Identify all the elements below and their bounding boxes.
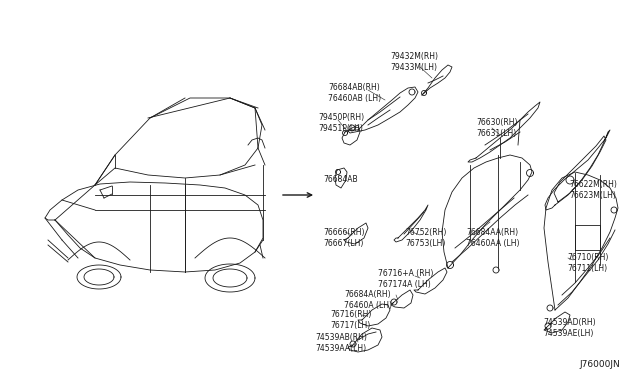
Text: 76684AB(RH)
76460AB (LH): 76684AB(RH) 76460AB (LH) bbox=[328, 83, 381, 103]
Text: 76710(RH)
76711(LH): 76710(RH) 76711(LH) bbox=[567, 253, 609, 273]
Text: 74539AB(RH)
74539AA(LH): 74539AB(RH) 74539AA(LH) bbox=[315, 333, 367, 353]
Text: 79432M(RH)
79433M(LH): 79432M(RH) 79433M(LH) bbox=[390, 52, 438, 72]
Text: J76000JN: J76000JN bbox=[579, 360, 620, 369]
Text: 76684A(RH)
76460A (LH): 76684A(RH) 76460A (LH) bbox=[344, 290, 392, 310]
Text: 76666(RH)
76667(LH): 76666(RH) 76667(LH) bbox=[323, 228, 365, 248]
Text: 76684AA(RH)
76460AA (LH): 76684AA(RH) 76460AA (LH) bbox=[466, 228, 520, 248]
Text: 76716+A (RH)
767174A (LH): 76716+A (RH) 767174A (LH) bbox=[378, 269, 433, 289]
Text: 76630(RH)
76631(LH): 76630(RH) 76631(LH) bbox=[476, 118, 518, 138]
Text: 76716(RH)
76717(LH): 76716(RH) 76717(LH) bbox=[330, 310, 371, 330]
Text: 76684AB: 76684AB bbox=[323, 175, 358, 184]
Text: 74539AD(RH)
74539AE(LH): 74539AD(RH) 74539AE(LH) bbox=[543, 318, 596, 338]
Text: 76622M(RH)
76623M(LH): 76622M(RH) 76623M(LH) bbox=[569, 180, 617, 200]
Text: 76752(RH)
76753(LH): 76752(RH) 76753(LH) bbox=[405, 228, 446, 248]
Text: 79450P(RH)
79451P(LH): 79450P(RH) 79451P(LH) bbox=[318, 113, 364, 133]
